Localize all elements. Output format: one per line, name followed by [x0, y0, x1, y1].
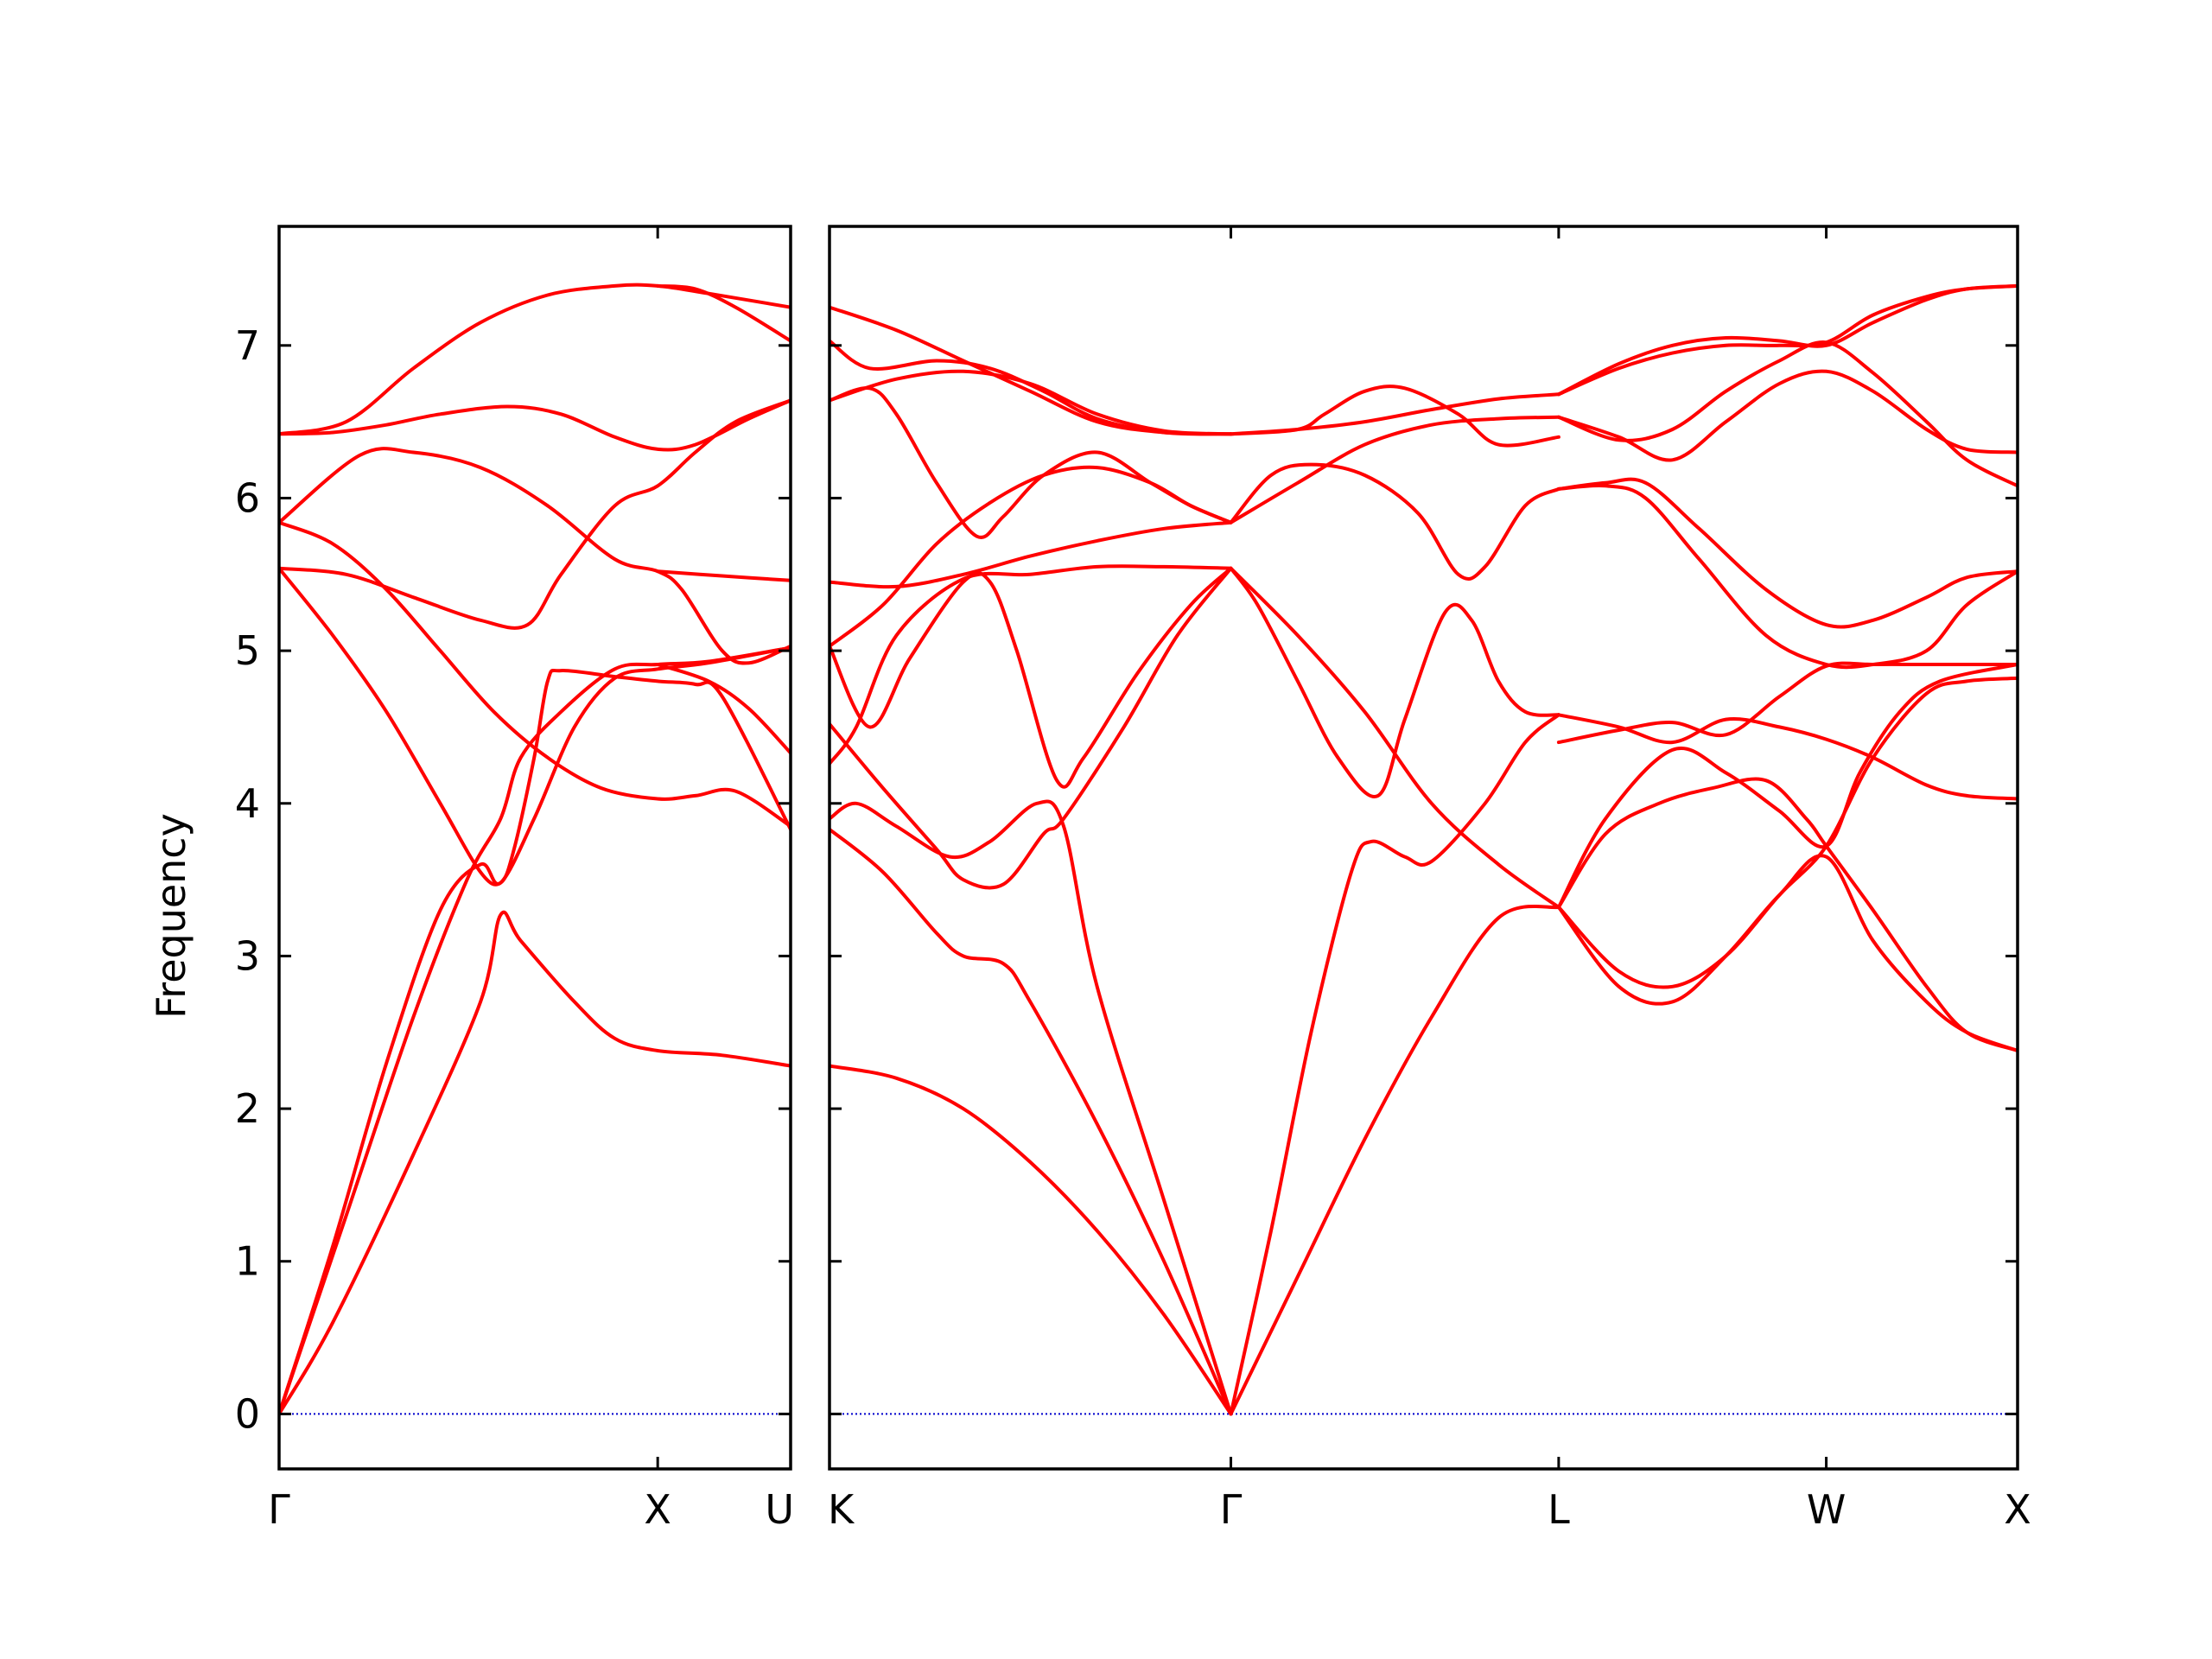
band-line-5 — [279, 398, 791, 630]
panel-right-frame — [828, 225, 2019, 1471]
band-line-20 — [1229, 385, 1560, 448]
y-tick-label: 6 — [235, 474, 260, 521]
bands-group — [830, 283, 2018, 1416]
band-line-4 — [279, 566, 791, 887]
band-line-12 — [656, 663, 791, 755]
band-line-9 — [279, 283, 791, 436]
x-tick-label: W — [1807, 1486, 1846, 1533]
band-line-10 — [656, 569, 791, 582]
band-line-6 — [279, 520, 791, 829]
band-line-15 — [1229, 566, 1560, 799]
band-line-23 — [1556, 777, 2018, 1052]
band-line-18 — [1229, 415, 1560, 524]
y-axis-label: Frequency — [148, 813, 194, 1019]
band-line-7 — [830, 520, 1233, 589]
x-tick-label: Γ — [268, 1486, 290, 1533]
band-line-9 — [830, 386, 1233, 539]
x-tick-label: Γ — [1220, 1486, 1243, 1533]
band-line-24 — [1556, 663, 2018, 909]
band-line-2 — [830, 827, 1233, 1416]
band-line-11 — [656, 283, 791, 343]
panel-left: 0 1 2 3 4 5 6 7 Γ X U — [235, 225, 794, 1533]
x-tick-label: K — [828, 1486, 855, 1533]
band-line-21 — [1556, 676, 2018, 989]
panel-left-frame — [277, 225, 792, 1471]
y-tick-label: 0 — [235, 1390, 260, 1437]
y-tick-label: 5 — [235, 627, 260, 674]
x-tick-label: L — [1548, 1486, 1570, 1533]
y-tick-label: 4 — [235, 780, 260, 827]
band-line-27 — [1556, 477, 2018, 629]
band-line-17 — [1229, 462, 1560, 582]
band-line-7 — [279, 447, 791, 665]
band-line-32 — [1556, 283, 2018, 397]
x-tick-label: X — [644, 1486, 671, 1533]
band-line-12 — [830, 305, 1233, 436]
band-line-8 — [279, 398, 791, 452]
y-tick-label: 1 — [235, 1238, 260, 1285]
chart-panels: 0 1 2 3 4 5 6 7 Γ X U K Γ L W X — [235, 225, 2031, 1533]
y-tick-label: 2 — [235, 1085, 260, 1132]
band-line-6 — [830, 564, 1233, 766]
bands-group — [279, 283, 791, 1416]
band-line-28 — [1556, 483, 2018, 670]
x-tick-label: U — [765, 1486, 794, 1533]
band-line-1 — [830, 1064, 1233, 1416]
band-line-14 — [1229, 904, 1560, 1416]
band-line-3 — [830, 799, 1233, 1416]
band-line-26 — [1556, 661, 2018, 745]
band-line-16 — [1229, 566, 1560, 909]
x-tick-label: X — [2004, 1486, 2031, 1533]
y-tick-label: 3 — [235, 932, 260, 979]
band-line-25 — [1556, 713, 2018, 801]
y-tick-label: 7 — [235, 322, 260, 369]
band-line-4 — [830, 566, 1233, 890]
band-line-5 — [830, 566, 1233, 789]
band-line-13 — [1229, 713, 1560, 1416]
band-line-1 — [279, 910, 791, 1416]
band-line-22 — [1556, 854, 2018, 1052]
